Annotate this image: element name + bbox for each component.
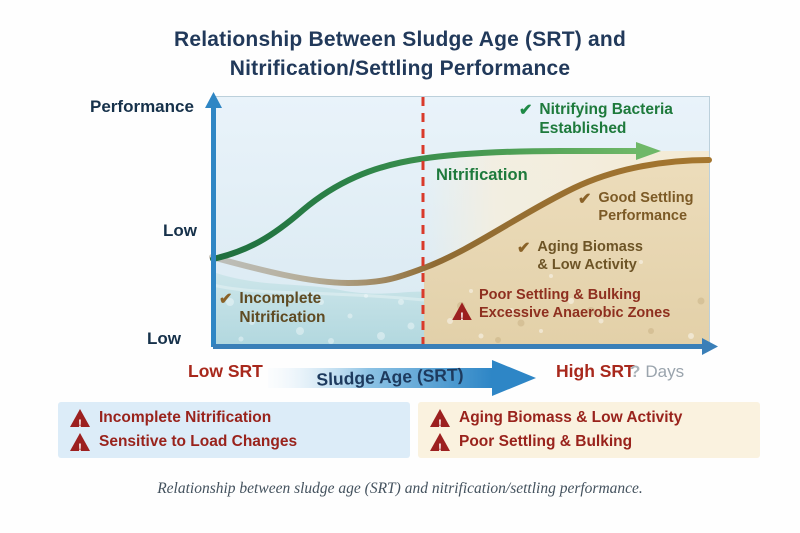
warning-glyph: ! xyxy=(78,418,82,430)
annotation-incomplete-nitrification: ✔ Incomplete Nitrification xyxy=(219,290,326,328)
annotation-nitrifying-established: ✔ Nitrifying Bacteria Established xyxy=(519,101,673,139)
check-icon: ✔ xyxy=(219,291,233,308)
unit-text: Days xyxy=(645,362,685,381)
low-srt-risks-box: ! Incomplete Nitrification ! Sensitive t… xyxy=(58,402,410,458)
y-axis xyxy=(205,92,222,347)
annotation-text: Poor Settling & Bulking Excessive Anaero… xyxy=(479,287,670,322)
high-srt-risks-box: ! Aging Biomass & Low Activity ! Poor Se… xyxy=(418,402,760,458)
annotation-line: Incomplete xyxy=(239,290,322,307)
annotation-line: Performance xyxy=(598,207,688,224)
annotation-good-settling: ✔ Good Settling Performance xyxy=(578,190,693,225)
risk-label: Poor Settling & Bulking xyxy=(459,433,633,450)
risk-label: Incomplete Nitrification xyxy=(99,409,272,426)
x-axis-unit-label: ? Days xyxy=(630,362,684,382)
warning-glyph: ! xyxy=(460,311,464,324)
annotation-line: Established xyxy=(539,119,627,137)
annotation-text: Incomplete Nitrification xyxy=(239,290,325,328)
settling-curve xyxy=(209,157,712,287)
check-icon: ✔ xyxy=(519,102,533,119)
risk-label: Aging Biomass & Low Activity xyxy=(459,409,683,426)
sludge-age-arrow xyxy=(268,360,536,396)
nitrification-curve-label: Nitrification xyxy=(436,166,528,184)
chart-title-line2: Nitrification/Settling Performance xyxy=(229,56,571,80)
y-tick-lower: Low xyxy=(147,329,181,348)
check-icon: ✔ xyxy=(517,240,531,257)
annotation-text: Aging Biomass & Low Activity xyxy=(537,239,643,274)
annotation-line: Aging Biomass xyxy=(537,239,643,255)
annotation-text: Nitrifying Bacteria Established xyxy=(539,101,673,139)
risk-item: ! Aging Biomass & Low Activity xyxy=(430,409,748,427)
warning-icon: ! xyxy=(430,433,450,451)
y-axis-label: Performance xyxy=(90,97,194,116)
annotation-line: Nitrifying Bacteria xyxy=(539,101,673,118)
annotation-poor-settling: ! Poor Settling & Bulking Excessive Anae… xyxy=(452,287,670,322)
warning-glyph: ! xyxy=(438,418,442,430)
warning-icon: ! xyxy=(430,409,450,427)
risk-item: ! Incomplete Nitrification xyxy=(70,409,398,427)
annotation-line: Nitrification xyxy=(239,308,326,326)
warning-icon: ! xyxy=(70,433,90,451)
warning-glyph: ! xyxy=(438,442,442,454)
annotation-line: Poor Settling & Bulking xyxy=(479,287,641,303)
y-tick-upper: Low xyxy=(163,221,197,240)
annotation-line: Excessive Anaerobic Zones xyxy=(479,304,671,321)
annotation-aging-biomass: ✔ Aging Biomass & Low Activity xyxy=(517,239,643,274)
risk-item: ! Poor Settling & Bulking xyxy=(430,433,748,451)
sand-texture xyxy=(447,260,705,343)
x-axis-high-srt-label: High SRT xyxy=(556,361,635,381)
warning-icon: ! xyxy=(70,409,90,427)
annotation-line: Good Settling xyxy=(598,190,694,206)
nitrification-curve xyxy=(210,142,661,262)
figure-caption: Relationship between sludge age (SRT) an… xyxy=(157,480,643,497)
chart-title-line1: Relationship Between Sludge Age (SRT) an… xyxy=(174,28,626,51)
water-texture xyxy=(212,283,425,344)
risk-label: Sensitive to Load Changes xyxy=(99,433,298,450)
x-axis xyxy=(213,338,718,355)
plot-background xyxy=(213,96,710,347)
warning-icon: ! xyxy=(452,302,472,321)
question-mark: ? xyxy=(630,362,641,381)
chart-title: Relationship Between Sludge Age (SRT) an… xyxy=(0,26,800,84)
risk-item: ! Sensitive to Load Changes xyxy=(70,433,398,451)
annotation-line: & Low Activity xyxy=(537,256,637,273)
x-axis-low-srt-label: Low SRT xyxy=(188,361,263,381)
check-icon: ✔ xyxy=(578,191,592,208)
warning-glyph: ! xyxy=(78,442,82,454)
annotation-text: Good Settling Performance xyxy=(598,190,693,225)
